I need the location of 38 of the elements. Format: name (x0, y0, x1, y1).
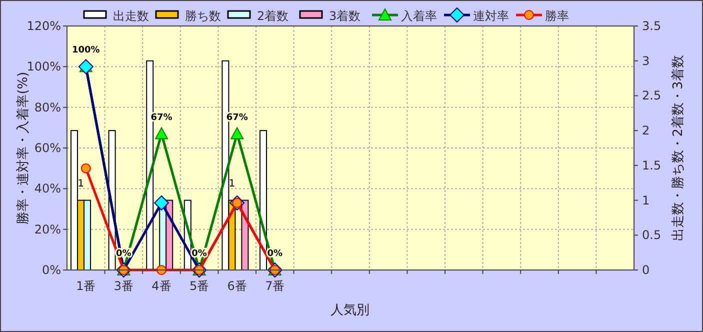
y2-tick-label: 1.5 (642, 158, 662, 172)
y-tick-label: 60% (34, 141, 61, 155)
y2-tick-label: 1 (642, 193, 650, 208)
x-tick-label: 5番 (189, 279, 210, 293)
y2-tick-label: 0.5 (642, 228, 662, 242)
legend-label: 勝ち数 (185, 9, 221, 23)
x-axis-title: 人気別 (330, 303, 370, 318)
legend-label: 連対率 (473, 9, 509, 23)
y2-tick-label: 0 (642, 263, 650, 277)
legend-label: 3着数 (329, 9, 361, 23)
y-tick-label: 120% (26, 19, 61, 33)
data-label: 1 (228, 178, 236, 190)
y2-tick-label: 2 (642, 124, 650, 138)
y2-axis-title: 出走数・勝ち数・2着数・3着数 (670, 55, 686, 241)
x-tick-label: 3番 (114, 279, 134, 293)
point (230, 127, 244, 140)
point (155, 127, 168, 140)
x-tick-label: 1番 (76, 279, 96, 293)
y-tick-label: 80% (34, 100, 61, 114)
legend-label: 2着数 (257, 9, 289, 23)
y-tick-label: 100% (26, 60, 61, 74)
point (80, 163, 91, 174)
x-tick-label: 7番 (265, 279, 285, 293)
data-label: 100% (72, 46, 100, 56)
x-tick-label: 6番 (227, 279, 247, 293)
point (154, 195, 169, 210)
y2-tick-label: 2.5 (642, 88, 662, 103)
legend-label: 入着率 (401, 9, 437, 23)
data-label: 1 (78, 178, 84, 190)
y-tick-label: 20% (34, 222, 61, 236)
y2-tick-label: 3.5 (642, 19, 662, 33)
legend-label: 出走数 (113, 9, 149, 23)
legend-label: 勝率 (545, 9, 569, 23)
y-axis-title: 勝率・連対率・入着率(%) (15, 72, 31, 224)
x-tick-label: 4番 (152, 279, 172, 293)
y2-tick-label: 3 (642, 54, 650, 68)
y-tick-label: 40% (34, 182, 61, 196)
y-tick-label: 0% (42, 263, 61, 277)
